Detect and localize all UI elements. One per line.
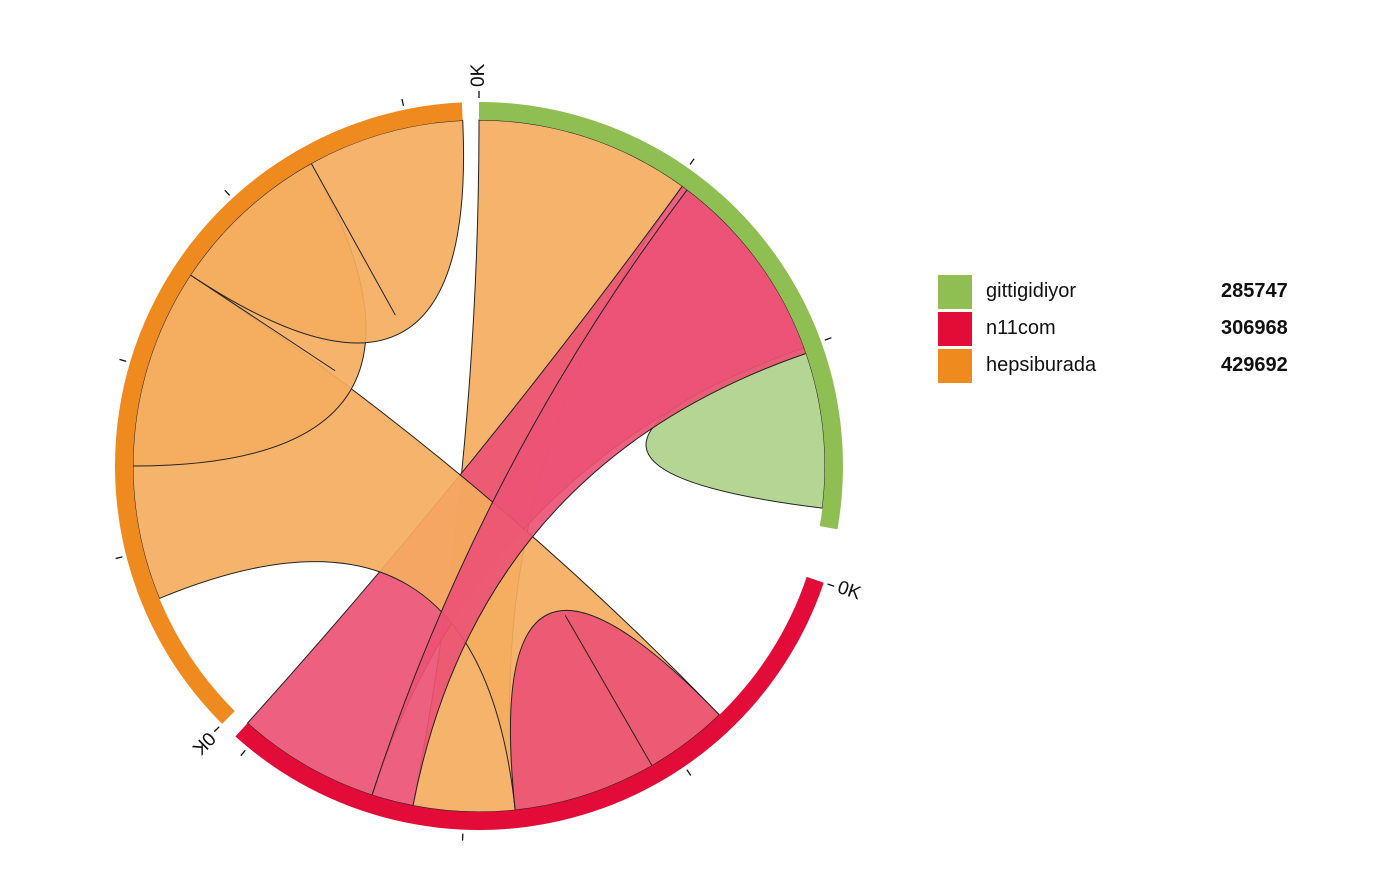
legend-item-gittigidiyor: gittigidiyor 285747 — [938, 275, 1338, 312]
legend-swatch — [938, 312, 972, 346]
tick-mark — [240, 749, 246, 757]
ribbon-n11com-n11com — [509, 609, 721, 811]
ribbon-n11com-hepsiburada — [371, 188, 807, 807]
legend-value: 306968 — [1221, 317, 1288, 339]
legend-value: 285747 — [1221, 280, 1288, 302]
legend-label: hepsiburada — [986, 354, 1097, 376]
legend-label: n11com — [986, 317, 1056, 339]
legend-item-hepsiburada: hepsiburada 429692 — [938, 349, 1338, 386]
tick-label: 0K — [188, 727, 220, 759]
group-arc-n11com — [235, 576, 824, 830]
ribbon-layer — [132, 119, 826, 813]
tick-mark — [686, 769, 692, 776]
legend: gittigidiyor 285747 n11com 306968 hepsib… — [938, 275, 1338, 386]
group-arc-hepsiburada — [114, 102, 463, 724]
legend-swatch — [938, 275, 972, 309]
tick-mark — [119, 358, 127, 362]
tick-mark — [224, 189, 231, 196]
tick-mark — [401, 98, 405, 106]
arc-layer — [114, 102, 844, 830]
ribbon-hepsiburada-hepsiburada — [189, 119, 465, 344]
legend-swatch — [938, 349, 972, 383]
legend-value: 429692 — [1221, 354, 1288, 376]
tick-mark — [115, 556, 123, 560]
tick-mark — [827, 583, 835, 587]
tick-label: 0K — [835, 577, 864, 604]
tick-label: 0K — [468, 63, 489, 87]
legend-label: gittigidiyor — [986, 280, 1077, 302]
legend-item-n11com: n11com 306968 — [938, 312, 1338, 349]
tick-mark — [824, 337, 832, 341]
tick-mark — [213, 726, 220, 733]
tick-mark — [689, 158, 695, 165]
